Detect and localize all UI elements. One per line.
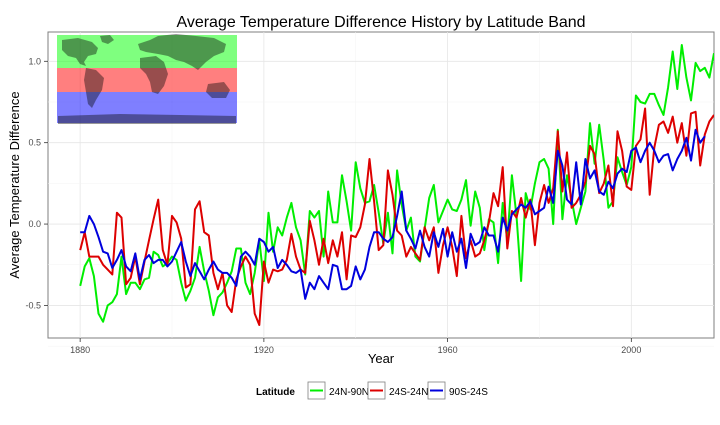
series-lines	[79, 44, 714, 326]
x-tick-label: 1960	[438, 345, 458, 355]
y-tick-label: -0.5	[25, 300, 41, 310]
legend: Latitude 24N-90N 24S-24N 90S-24S	[256, 381, 488, 400]
map-landmass	[100, 35, 114, 44]
series-line-24N-90N	[79, 44, 714, 323]
legend-label-90S-24S: 90S-24S	[449, 387, 488, 398]
x-tick-label: 2000	[621, 345, 641, 355]
world-map-inset	[57, 34, 237, 124]
x-tick-label: 1880	[70, 345, 90, 355]
latitude-band-24N-90N	[57, 35, 237, 68]
y-axis-label: Average Temperature Difference	[7, 91, 22, 278]
legend-label-24N-90N: 24N-90N	[329, 387, 369, 398]
latitude-band-90S-24S	[57, 92, 237, 123]
x-axis-label: Year	[368, 351, 395, 366]
map-landmass	[84, 68, 104, 108]
y-axis: -0.5 0.0 0.5 1.0	[25, 56, 48, 310]
map-landmass	[62, 38, 98, 66]
map-landmass	[138, 34, 226, 70]
y-tick-label: 1.0	[28, 56, 41, 66]
legend-label-24S-24N: 24S-24N	[389, 387, 428, 398]
y-tick-label: 0.5	[28, 138, 41, 148]
series-line-90S-24S	[80, 128, 706, 300]
series-line-24S-24N	[79, 107, 714, 326]
chart-title: Average Temperature Difference History b…	[176, 14, 585, 31]
latitude-band-24S-24N	[57, 68, 237, 92]
x-axis: 1880 1920 1960 2000	[70, 338, 641, 355]
x-tick-label: 1920	[254, 345, 274, 355]
y-tick-label: 0.0	[28, 219, 41, 229]
map-landmass	[206, 82, 230, 98]
legend-title: Latitude	[256, 387, 295, 398]
map-landmass	[58, 114, 236, 124]
map-landmass	[140, 56, 168, 94]
